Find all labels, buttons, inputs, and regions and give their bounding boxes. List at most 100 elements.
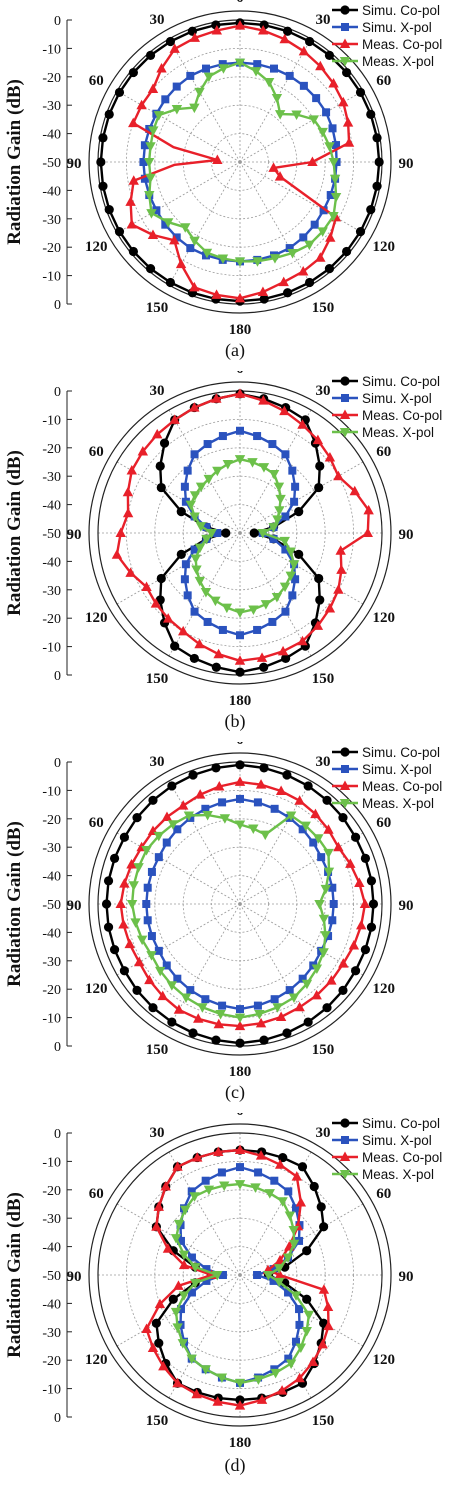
data-point — [202, 523, 211, 532]
angle-tick-label: 150 — [312, 671, 335, 687]
data-point — [248, 605, 259, 615]
data-point — [275, 494, 286, 505]
radial-tick-label: -50 — [42, 898, 61, 913]
angle-tick-label: 30 — [150, 754, 165, 770]
data-point — [104, 204, 114, 215]
data-point — [141, 1323, 152, 1333]
data-point — [234, 257, 246, 267]
data-point — [319, 206, 328, 215]
data-point — [234, 655, 246, 665]
data-point — [290, 497, 299, 506]
data-point — [279, 33, 290, 44]
data-point — [338, 958, 349, 968]
data-point — [297, 1162, 308, 1172]
radial-scale: 0 -10 -20 -30 -40 -50 -40 -30 -20 -10 0 — [42, 385, 72, 684]
data-point — [269, 1276, 278, 1285]
data-point — [118, 919, 129, 929]
data-point — [194, 543, 206, 554]
data-point — [288, 560, 300, 570]
data-point — [288, 466, 297, 475]
angle-tick-label: 60 — [89, 73, 104, 89]
data-point — [147, 229, 159, 240]
data-point — [194, 789, 206, 799]
angle-tick-label: 150 — [146, 671, 169, 687]
data-point — [304, 240, 315, 251]
data-point — [254, 1010, 265, 1020]
data-point — [281, 545, 290, 554]
data-point — [126, 218, 137, 229]
legend-entry: Meas. Co-pol — [362, 1150, 442, 1165]
legend-marker — [339, 409, 351, 419]
data-point — [170, 641, 180, 651]
legend-entry: Meas. Co-pol — [362, 37, 442, 52]
series-simu-x — [180, 426, 300, 640]
radial-tick-label: -20 — [42, 983, 61, 998]
data-point — [252, 257, 263, 267]
radial-tick-label: 0 — [54, 298, 61, 313]
data-point — [285, 547, 296, 557]
angle-tick-label: 60 — [89, 815, 104, 831]
radial-tick-label: -10 — [42, 784, 61, 799]
data-point — [281, 607, 290, 616]
data-point — [234, 776, 246, 786]
data-point — [140, 141, 149, 150]
data-point — [125, 196, 136, 206]
data-point — [183, 591, 192, 600]
data-point — [168, 1294, 178, 1304]
data-point — [312, 94, 321, 103]
data-point — [213, 648, 224, 659]
data-point — [211, 393, 222, 403]
data-point — [324, 142, 335, 152]
radial-tick-label: -40 — [42, 128, 61, 143]
data-point — [307, 1356, 319, 1367]
radial-tick-label: -30 — [42, 99, 61, 114]
data-point — [372, 133, 382, 143]
data-point — [307, 156, 318, 166]
data-point — [236, 1005, 244, 1014]
series-line — [130, 813, 331, 1019]
data-point — [190, 545, 199, 554]
data-point — [171, 105, 183, 115]
legend-marker — [339, 1151, 351, 1161]
data-point — [187, 1288, 196, 1297]
data-point — [222, 460, 234, 470]
data-point — [194, 638, 205, 649]
data-point — [298, 45, 310, 56]
data-point — [315, 595, 325, 605]
data-point — [235, 1038, 245, 1048]
data-point — [132, 985, 142, 996]
data-point — [136, 935, 148, 946]
data-point — [298, 825, 307, 834]
data-point — [318, 948, 329, 958]
data-point — [312, 434, 324, 445]
data-point — [211, 1035, 221, 1045]
data-point — [278, 276, 289, 287]
data-point — [247, 458, 258, 468]
data-point — [126, 900, 138, 910]
data-point — [310, 220, 319, 229]
data-point — [219, 814, 231, 824]
data-point — [234, 388, 246, 398]
data-point — [294, 1372, 305, 1383]
data-point — [301, 1326, 312, 1337]
legend-marker — [341, 23, 349, 31]
data-point — [260, 830, 271, 841]
data-point — [328, 124, 337, 133]
data-point — [162, 1243, 174, 1253]
polar-chart-d: 0 30 60 90 120 150 180 150 120 90 60 30 0 -10 -20 -30 -4… — [4, 1113, 442, 1451]
data-point — [235, 1395, 245, 1405]
data-point — [161, 220, 170, 229]
angle-tick-label: 30 — [150, 12, 165, 28]
series-meas-co — [125, 20, 355, 303]
angle-tick-label: 0 — [236, 1113, 244, 1119]
data-point — [322, 795, 332, 805]
angle-tick-label: 120 — [373, 239, 396, 255]
data-point — [273, 1264, 285, 1274]
data-point — [236, 1163, 244, 1172]
legend-entry: Simu. X-pol — [362, 20, 432, 35]
angle-tick-label: 30 — [150, 383, 165, 399]
data-point — [151, 1318, 161, 1328]
data-point — [272, 1003, 283, 1013]
data-point — [159, 438, 170, 448]
